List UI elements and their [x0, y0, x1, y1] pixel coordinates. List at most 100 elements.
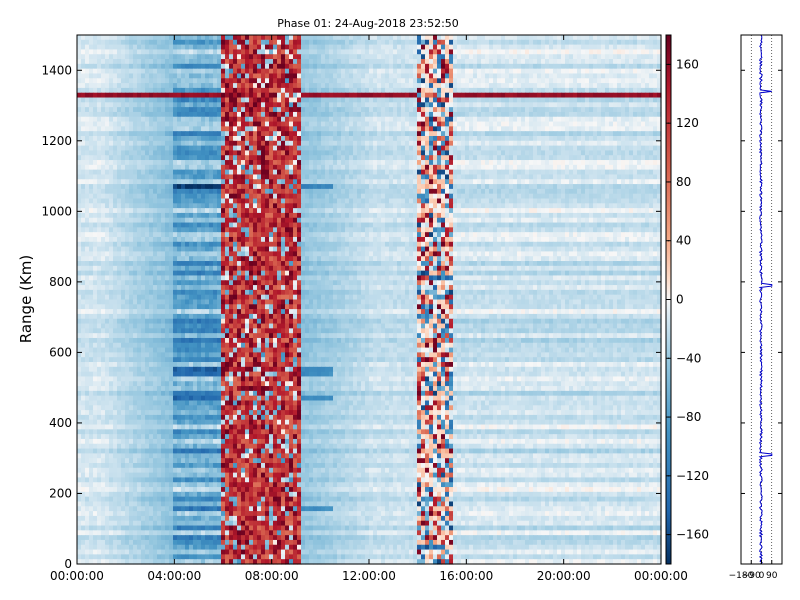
heatmap-cell: [245, 164, 250, 171]
heatmap-cell: [365, 184, 370, 190]
heatmap-cell: [517, 68, 522, 75]
heatmap-cell: [429, 92, 434, 99]
heatmap-cell: [277, 160, 282, 166]
heatmap-cell: [653, 135, 658, 142]
heatmap-cell: [529, 78, 534, 84]
heatmap-cell: [481, 87, 486, 94]
heatmap-cell: [469, 155, 474, 161]
heatmap-cell: [433, 63, 438, 70]
heatmap-cell: [189, 116, 194, 123]
heatmap-cell: [521, 131, 526, 137]
heatmap-cell: [493, 160, 498, 166]
heatmap-cell: [169, 44, 174, 51]
heatmap-cell: [513, 121, 518, 127]
heatmap-cell: [333, 155, 338, 161]
heatmap-cell: [445, 145, 450, 152]
heatmap-cell: [593, 78, 598, 84]
heatmap-cell: [93, 68, 98, 75]
heatmap-cell: [465, 107, 470, 113]
heatmap-cell: [81, 198, 86, 204]
heatmap-cell: [433, 54, 438, 60]
heatmap-cell: [245, 49, 250, 55]
heatmap-cell: [361, 121, 366, 127]
heatmap-cell: [501, 140, 506, 147]
heatmap-cell: [445, 131, 450, 137]
heatmap-cell: [217, 49, 222, 55]
heatmap-cell: [309, 92, 314, 99]
heatmap-cell: [637, 83, 642, 89]
heatmap-cell: [429, 83, 434, 89]
heatmap-cell: [505, 188, 510, 195]
heatmap-cell: [101, 73, 106, 79]
heatmap-cell: [557, 188, 562, 195]
heatmap-cell: [389, 155, 394, 161]
heatmap-cell: [465, 174, 470, 180]
heatmap-cell: [613, 174, 618, 180]
heatmap-cell: [245, 107, 250, 113]
heatmap-cell: [457, 39, 462, 46]
heatmap-cell: [421, 150, 426, 156]
heatmap-cell: [609, 102, 614, 108]
heatmap-cell: [605, 140, 610, 147]
heatmap-cell: [149, 68, 154, 75]
heatmap-cell: [629, 155, 634, 161]
heatmap-cell: [301, 184, 306, 190]
heatmap-cell: [129, 140, 134, 147]
heatmap-cell: [557, 174, 562, 180]
heatmap-cell: [537, 92, 542, 99]
heatmap-cell: [317, 155, 322, 161]
heatmap-cell: [289, 59, 294, 65]
heatmap-cell: [357, 145, 362, 152]
heatmap-cell: [229, 140, 234, 147]
heatmap-cell: [217, 145, 222, 152]
heatmap-cell: [497, 135, 502, 142]
heatmap-cell: [597, 49, 602, 55]
heatmap-cell: [633, 131, 638, 137]
heatmap-cell: [109, 78, 114, 84]
heatmap-cell: [585, 63, 590, 70]
heatmap-cell: [285, 68, 290, 75]
heatmap-cell: [133, 63, 138, 70]
heatmap-cell: [341, 68, 346, 75]
heatmap-cell: [369, 150, 374, 156]
heatmap-cell: [425, 155, 430, 161]
heatmap-cell: [413, 102, 418, 108]
heatmap-cell: [365, 35, 370, 41]
heatmap-cell: [217, 179, 222, 185]
heatmap-cell: [257, 155, 262, 161]
heatmap-cell: [529, 68, 534, 75]
heatmap-cell: [645, 126, 650, 132]
heatmap-cell: [497, 164, 502, 171]
heatmap-cell: [121, 188, 126, 195]
heatmap-cell: [189, 198, 194, 204]
heatmap-cell: [389, 107, 394, 113]
heatmap-cell: [365, 179, 370, 185]
heatmap-cell: [641, 107, 646, 113]
heatmap-cell: [137, 44, 142, 51]
heatmap-cell: [593, 111, 598, 118]
heatmap-cell: [145, 150, 150, 156]
heatmap-cell: [325, 126, 330, 132]
heatmap-cell: [213, 73, 218, 79]
heatmap-cell: [401, 73, 406, 79]
heatmap-cell: [189, 135, 194, 142]
heatmap-cell: [581, 54, 586, 60]
heatmap-cell: [245, 160, 250, 166]
heatmap-cell: [613, 97, 618, 103]
heatmap-cell: [549, 107, 554, 113]
heatmap-cell: [177, 184, 182, 190]
heatmap-cell: [337, 102, 342, 108]
heatmap-cell: [437, 107, 442, 113]
heatmap-cell: [229, 59, 234, 65]
heatmap-cell: [525, 49, 530, 55]
heatmap-cell: [533, 193, 538, 200]
heatmap-cell: [517, 49, 522, 55]
heatmap-cell: [593, 164, 598, 171]
heatmap-cell: [85, 73, 90, 79]
heatmap-cell: [489, 73, 494, 79]
heatmap-cell: [537, 126, 542, 132]
heatmap-cell: [421, 126, 426, 132]
heatmap-cell: [201, 44, 206, 51]
heatmap-cell: [165, 68, 170, 75]
heatmap-cell: [305, 179, 310, 185]
